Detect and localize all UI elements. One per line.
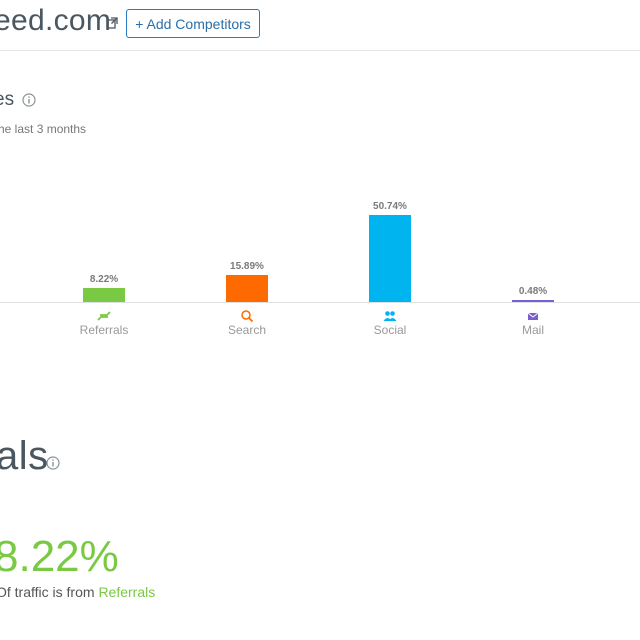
bar-value-label: 15.89% <box>230 260 264 272</box>
traffic-sources-subtitle: he last 3 months <box>0 122 87 136</box>
external-link-icon[interactable] <box>106 17 118 29</box>
referrals-percent: 8.22% <box>0 532 119 581</box>
bar-value-label: 0.48% <box>518 286 548 297</box>
bar-mail[interactable] <box>512 300 554 302</box>
referrals-arrows-icon <box>97 311 111 321</box>
referrals-section-title: als <box>0 434 49 478</box>
site-domain: eed.com <box>0 4 112 37</box>
category-label[interactable]: Mail <box>521 323 544 337</box>
bar-search[interactable] <box>226 274 268 302</box>
traffic-sources-title: es <box>0 89 15 110</box>
referrals-description: Of traffic is from Referrals <box>0 584 155 600</box>
referrals-description-text: Of traffic is from <box>0 584 99 600</box>
chart-baseline <box>0 302 640 303</box>
site-header: eed.com + Add Competitors <box>0 0 640 51</box>
category-label[interactable]: Social <box>373 323 407 337</box>
category-label[interactable]: Search <box>227 323 267 337</box>
bar-value-label: 50.74% <box>373 200 407 212</box>
search-magnifier-icon <box>241 310 254 322</box>
info-icon[interactable] <box>22 93 36 107</box>
bar-social[interactable] <box>369 214 411 302</box>
add-competitors-button[interactable]: + Add Competitors <box>126 9 260 38</box>
bar-value-label: 8.22% <box>89 273 119 285</box>
bar-referrals[interactable] <box>83 287 125 302</box>
social-users-icon <box>383 311 397 321</box>
referrals-link[interactable]: Referrals <box>98 584 156 600</box>
category-label[interactable]: Referrals <box>79 323 129 337</box>
info-icon[interactable] <box>46 456 60 470</box>
mail-envelope-icon <box>527 312 539 320</box>
